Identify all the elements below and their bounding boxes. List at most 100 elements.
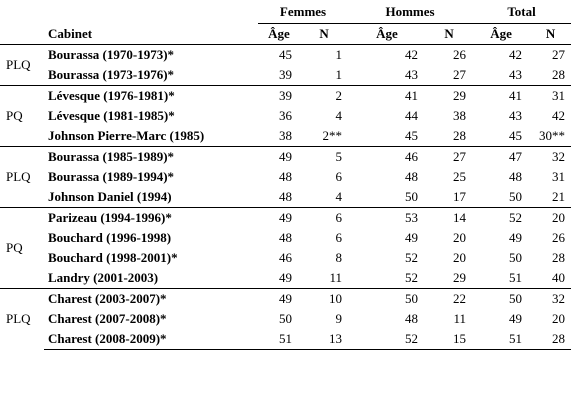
hommes-n-cell: 29 — [426, 85, 473, 106]
hommes-age-cell: 52 — [405, 250, 419, 265]
hommes-age-cell: 52 — [348, 329, 427, 350]
cabinet-name: Johnson Pierre-Marc (1985) — [48, 128, 205, 143]
table-row: Johnson Pierre-Marc (1985) 38 2** 45 28 45 30*… — [0, 126, 571, 147]
table-row: PLQ Bourassa (1970-1973)* 45 1 42 26 42 27 — [0, 44, 572, 86]
femmes-age-cell: 50 — [279, 311, 292, 326]
total-age-cell: 43 — [509, 108, 523, 123]
hommes-n-cell: 11 — [453, 311, 467, 326]
femmes-age-cell: 36 — [279, 108, 292, 123]
femmes-header: Femmes — [258, 0, 349, 24]
group-header-row: Femmes Hommes Total — [0, 0, 572, 24]
hommes-age-cell: 46 — [348, 146, 427, 167]
femmes-n-cell: 6 — [300, 207, 349, 228]
table-row: Bouchard (1996-1998) 48 6 49 20 49 26 — [0, 228, 571, 248]
total-n-cell: 26 — [552, 230, 566, 245]
femmes-age-header: Âge — [268, 26, 290, 41]
hommes-age-cell: 48 — [405, 169, 419, 184]
cabinet-name: Bourassa (1970-1973)* — [44, 44, 258, 65]
hommes-n-cell: 15 — [426, 329, 473, 350]
cabinet-name: Lévesque (1976-1981)* — [44, 85, 258, 106]
hommes-age-cell: 45 — [405, 128, 419, 143]
femmes-n-cell: 11 — [329, 270, 343, 285]
party-label: PLQ — [0, 44, 44, 86]
hommes-n-cell: 29 — [453, 270, 467, 285]
hommes-n-cell: 20 — [453, 230, 467, 245]
hommes-n-cell: 20 — [453, 250, 467, 265]
party-group: PLQ Bourassa (1985-1989)* 49 5 46 27 47 32 Boura… — [0, 146, 572, 208]
total-age-cell: 49 — [509, 311, 523, 326]
hommes-age-cell: 52 — [405, 270, 419, 285]
femmes-n-header: N — [319, 26, 329, 41]
total-n-cell: 31 — [552, 169, 566, 184]
femmes-age-cell: 49 — [258, 146, 300, 167]
femmes-n-cell: 9 — [335, 311, 343, 326]
total-age-cell: 50 — [509, 189, 523, 204]
table-row: Charest (2008-2009)* 51 13 52 15 51 28 — [0, 329, 572, 350]
femmes-n-cell: 6 — [335, 230, 343, 245]
total-n-cell: 40 — [552, 270, 566, 285]
femmes-n-cell: 8 — [335, 250, 343, 265]
hommes-n-cell: 22 — [426, 288, 473, 309]
total-age-cell: 45 — [509, 128, 523, 143]
table-row: Charest (2007-2008)* 50 9 48 11 49 20 — [0, 309, 571, 329]
cabinet-name: Bourassa (1989-1994)* — [48, 169, 175, 184]
hommes-n-cell: 14 — [426, 207, 473, 228]
table-row: Landry (2001-2003) 49 11 52 29 51 40 — [0, 268, 571, 289]
table-row: PLQ Charest (2003-2007)* 49 10 50 22 50 32 — [0, 288, 572, 350]
total-n-header: N — [545, 26, 556, 41]
hommes-n-cell: 26 — [426, 44, 473, 65]
table-row: PLQ Bourassa (1985-1989)* 49 5 46 27 47 32 — [0, 146, 572, 208]
total-age-cell: 49 — [509, 230, 523, 245]
total-age-header: Âge — [490, 26, 512, 41]
hommes-header: Hommes — [348, 0, 473, 24]
femmes-n-cell: 1 — [335, 67, 343, 82]
femmes-n-cell: 6 — [335, 169, 343, 184]
femmes-age-cell: 48 — [279, 189, 292, 204]
cabinet-name: Charest (2003-2007)* — [44, 288, 258, 309]
party-label: PQ — [0, 207, 44, 289]
total-n-cell: 27 — [530, 44, 572, 65]
femmes-age-cell: 48 — [279, 230, 292, 245]
hommes-age-cell: 50 — [348, 288, 427, 309]
femmes-age-cell: 45 — [258, 44, 300, 65]
total-age-cell: 41 — [472, 85, 531, 106]
party-group: PLQ Bourassa (1970-1973)* 45 1 42 26 42 27 Boura… — [0, 44, 572, 86]
hommes-n-cell: 17 — [453, 189, 467, 204]
total-n-cell: 20 — [552, 311, 566, 326]
table-row: Bourassa (1989-1994)* 48 6 48 25 48 31 — [0, 167, 571, 187]
party-group: PLQ Charest (2003-2007)* 49 10 50 22 50 32 Chare… — [0, 288, 572, 350]
hommes-age-cell: 53 — [348, 207, 427, 228]
femmes-age-cell: 49 — [258, 207, 300, 228]
femmes-age-cell: 49 — [258, 288, 300, 309]
hommes-n-cell: 27 — [453, 67, 467, 82]
hommes-age-header: Âge — [376, 26, 398, 41]
femmes-n-cell: 2 — [300, 85, 349, 106]
total-age-cell: 48 — [509, 169, 523, 184]
total-age-cell: 51 — [472, 329, 531, 350]
cabinet-name: Bourassa (1985-1989)* — [44, 146, 258, 167]
total-n-cell: 28 — [530, 329, 572, 350]
table-row: Bourassa (1973-1976)* 39 1 43 27 43 28 — [0, 65, 571, 86]
cabinet-name: Parizeau (1994-1996)* — [44, 207, 258, 228]
total-age-cell: 47 — [472, 146, 531, 167]
total-age-cell: 52 — [472, 207, 531, 228]
femmes-age-cell: 49 — [279, 270, 292, 285]
total-n-cell: 20 — [530, 207, 572, 228]
cabinet-name: Lévesque (1981-1985)* — [48, 108, 175, 123]
cabinet-name: Johnson Daniel (1994) — [48, 189, 172, 204]
femmes-n-cell: 2** — [322, 128, 343, 143]
cabinet-column-header: Cabinet — [48, 25, 93, 41]
table-row: Johnson Daniel (1994) 48 4 50 17 50 21 — [0, 187, 571, 208]
party-group: PQ Parizeau (1994-1996)* 49 6 53 14 52 20 Boucha… — [0, 207, 572, 289]
table-row: Lévesque (1981-1985)* 36 4 44 38 43 42 — [0, 106, 571, 126]
cabinet-name: Landry (2001-2003) — [48, 270, 159, 285]
total-age-cell: 51 — [509, 270, 523, 285]
hommes-age-cell: 49 — [405, 230, 419, 245]
cabinet-name: Charest (2008-2009)* — [44, 329, 258, 350]
hommes-age-cell: 50 — [405, 189, 419, 204]
hommes-n-cell: 28 — [453, 128, 467, 143]
femmes-age-cell: 51 — [258, 329, 300, 350]
cabinet-name: Bouchard (1998-2001)* — [48, 250, 178, 265]
femmes-age-cell: 39 — [279, 67, 292, 82]
